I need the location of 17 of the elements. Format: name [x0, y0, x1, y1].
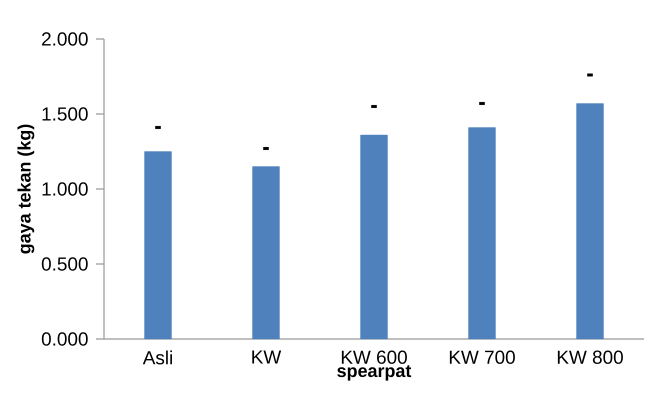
y-tick-label: 1.500: [42, 107, 88, 121]
x-tick-label: KW 700: [450, 350, 515, 364]
y-tick-label: 2.000: [42, 32, 88, 46]
bar: [468, 127, 496, 340]
y-tick-label: 1.000: [42, 182, 88, 196]
x-axis-title: spearpat: [337, 365, 412, 381]
bar: [144, 151, 172, 340]
x-tick-label: KW 800: [558, 350, 623, 364]
x-tick-label: Asli: [142, 350, 172, 364]
x-tick-label: KW 600: [342, 350, 407, 364]
y-tick-label: 0.500: [42, 257, 88, 271]
x-tick-label: KW: [252, 350, 282, 364]
bar: [252, 166, 280, 340]
y-axis-title: gaya tekan (kg): [17, 124, 34, 254]
y-tick-label: 0.000: [42, 332, 88, 346]
bar: [360, 134, 388, 340]
bar: [576, 103, 604, 340]
